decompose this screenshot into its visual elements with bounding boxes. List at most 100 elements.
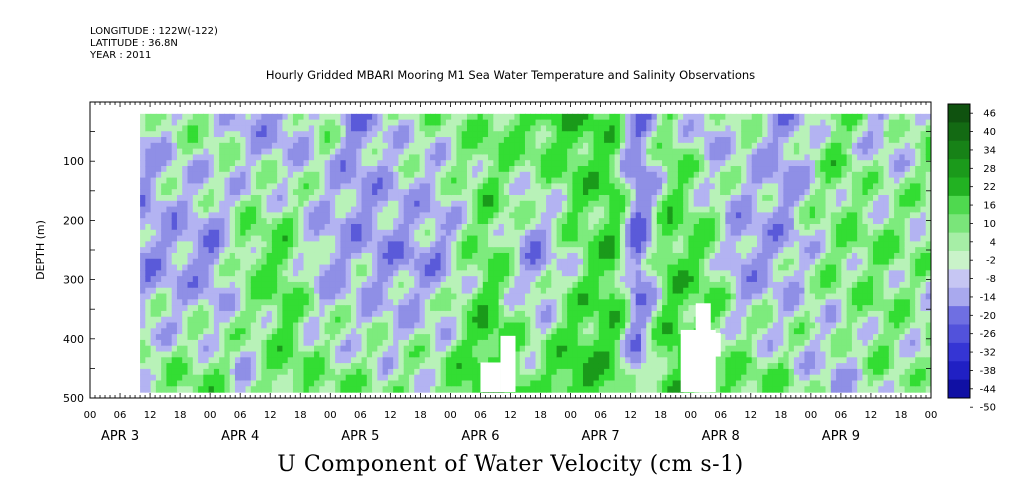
heatmap-cell	[656, 316, 663, 324]
heatmap-cell	[382, 322, 389, 329]
heatmap-cell	[477, 293, 484, 300]
heatmap-cell	[419, 200, 426, 208]
heatmap-cell	[308, 142, 315, 150]
heatmap-cell	[308, 316, 315, 324]
heatmap-cell	[672, 264, 679, 271]
heatmap-cell	[524, 212, 531, 219]
heatmap-cell	[145, 351, 152, 358]
heatmap-cell	[292, 142, 299, 150]
heatmap-cell	[408, 281, 415, 289]
heatmap-cell	[514, 299, 521, 306]
heatmap-cell	[656, 368, 663, 376]
heatmap-cell	[530, 131, 537, 138]
heatmap-cell	[598, 374, 605, 382]
heatmap-cell	[292, 137, 299, 144]
heatmap-cell	[182, 241, 189, 248]
heatmap-cell	[324, 258, 331, 266]
heatmap-cell	[213, 119, 220, 127]
heatmap-cell	[419, 345, 426, 353]
heatmap-cell	[208, 339, 215, 347]
heatmap-cell	[672, 113, 679, 121]
heatmap-cell	[140, 276, 146, 283]
heatmap-cell	[150, 305, 157, 312]
heatmap-cell	[561, 113, 568, 121]
heatmap-cell	[445, 223, 452, 231]
heatmap-cell	[593, 206, 600, 213]
heatmap-cell	[372, 386, 378, 393]
heatmap-cell	[662, 131, 668, 138]
heatmap-cell	[324, 235, 331, 242]
heatmap-cell	[577, 276, 584, 283]
heatmap-cell	[614, 339, 621, 347]
heatmap-cell	[377, 148, 384, 156]
heatmap-cell	[440, 166, 447, 173]
heatmap-cell	[456, 287, 463, 295]
heatmap-cell	[477, 125, 484, 132]
heatmap-cell	[509, 131, 516, 138]
heatmap-cell	[430, 322, 436, 329]
heatmap-cell	[593, 357, 600, 364]
heatmap-cell	[430, 229, 436, 237]
heatmap-cell	[482, 241, 489, 248]
heatmap-cell	[176, 322, 183, 329]
heatmap-cell	[219, 113, 226, 121]
heatmap-cell	[393, 357, 400, 364]
heatmap-cell	[287, 113, 294, 121]
heatmap-cell	[314, 212, 320, 219]
heatmap-cell	[213, 345, 220, 353]
heatmap-cell	[430, 334, 436, 341]
heatmap-cell	[361, 113, 368, 121]
heatmap-cell	[382, 293, 389, 300]
heatmap-cell	[224, 270, 231, 277]
heatmap-cell	[198, 270, 204, 277]
heatmap-cell	[593, 281, 600, 289]
heatmap-cell	[635, 276, 642, 283]
heatmap-cell	[630, 386, 637, 393]
heatmap-cell	[271, 357, 278, 364]
heatmap-cell	[535, 142, 542, 150]
heatmap-cell	[667, 276, 674, 283]
heatmap-cell	[572, 305, 579, 312]
heatmap-cell	[314, 264, 320, 271]
heatmap-cell	[667, 148, 674, 156]
heatmap-cell	[366, 310, 373, 318]
heatmap-cell	[171, 229, 178, 237]
heatmap-cell	[329, 223, 336, 231]
heatmap-cell	[282, 247, 289, 254]
heatmap-cell	[530, 305, 537, 312]
heatmap-cell	[556, 229, 563, 237]
heatmap-cell	[345, 351, 352, 358]
heatmap-cell	[440, 357, 447, 364]
heatmap-cell	[382, 189, 389, 196]
heatmap-cell	[619, 235, 626, 242]
heatmap-cell	[382, 368, 389, 376]
heatmap-cell	[198, 131, 204, 138]
heatmap-cell	[182, 171, 189, 179]
heatmap-cell	[213, 125, 220, 132]
heatmap-cell	[250, 200, 257, 208]
heatmap-cell	[303, 247, 310, 254]
heatmap-cell	[419, 270, 426, 277]
heatmap-cell	[303, 264, 310, 271]
heatmap-cell	[445, 345, 452, 353]
heatmap-cell	[203, 287, 210, 295]
heatmap-cell	[456, 166, 463, 173]
heatmap-cell	[298, 131, 305, 138]
heatmap-cell	[282, 218, 289, 225]
heatmap-cell	[224, 293, 231, 300]
heatmap-cell	[440, 200, 447, 208]
heatmap-cell	[530, 368, 537, 376]
heatmap-cell	[493, 142, 500, 150]
heatmap-cell	[271, 189, 278, 196]
heatmap-cell	[393, 119, 400, 127]
heatmap-cell	[640, 252, 647, 260]
heatmap-cell	[213, 380, 220, 387]
heatmap-cell	[277, 380, 284, 387]
heatmap-cell	[203, 281, 210, 289]
heatmap-cell	[430, 119, 436, 127]
heatmap-cell	[667, 305, 674, 312]
heatmap-cell	[245, 351, 252, 358]
heatmap-cell	[435, 212, 442, 219]
heatmap-cell	[403, 287, 410, 295]
heatmap-cell	[245, 218, 252, 225]
